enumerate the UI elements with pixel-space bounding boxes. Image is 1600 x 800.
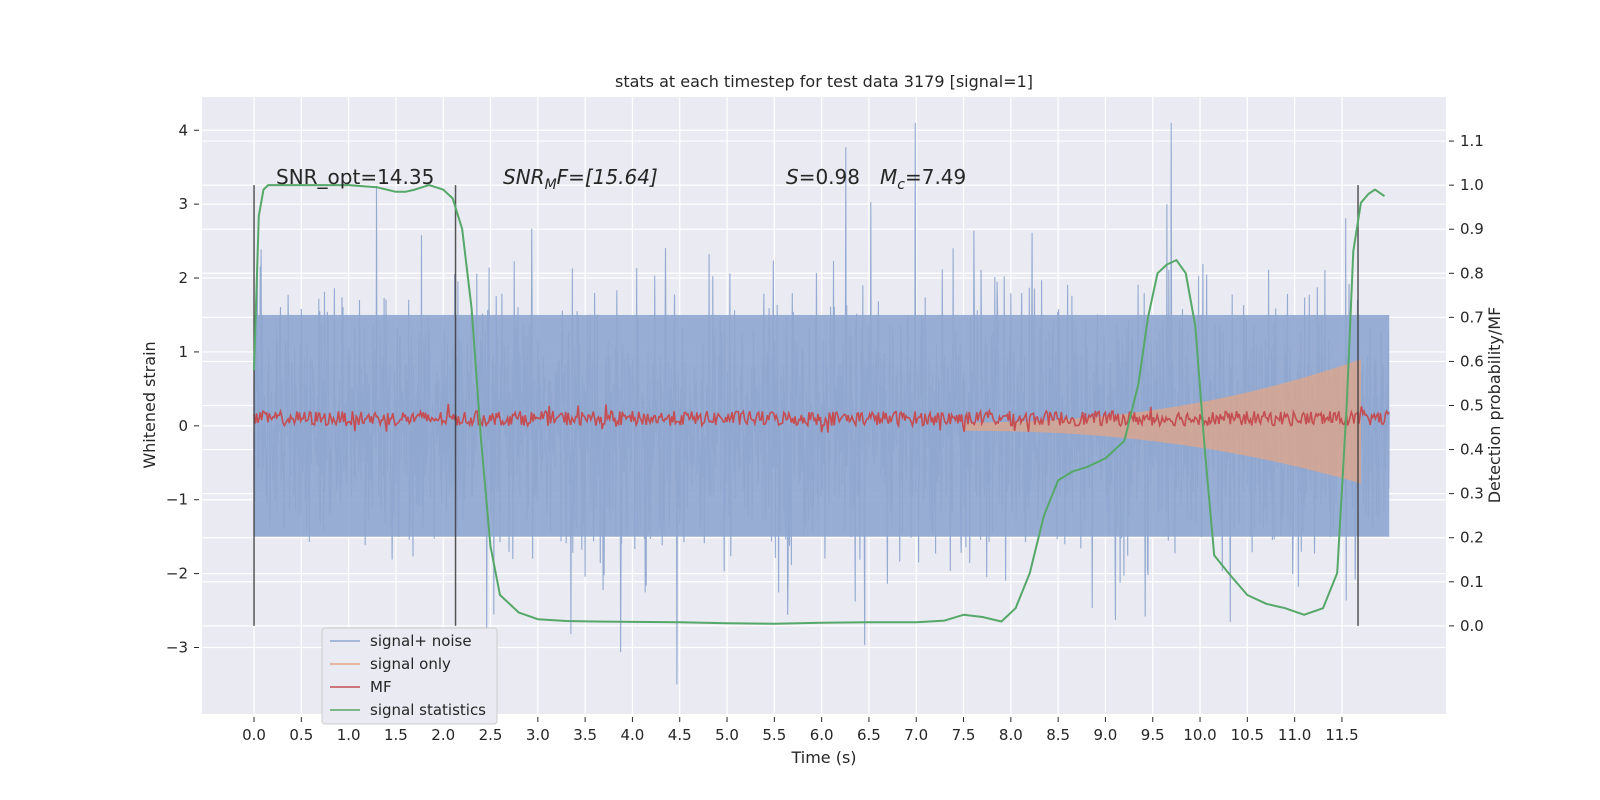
- x-tick-label: 3.5: [573, 726, 597, 744]
- x-tick-label: 0.0: [242, 726, 266, 744]
- y-right-axis-ticks: 1.1 1.0 0.9 0.8 0.7 0.6 0.5 0.4 0.3 0.2 0.1 0.0: [1449, 132, 1484, 635]
- y-left-tick-label: 4: [178, 121, 188, 139]
- annotation-snr-mf: SNRMF=[15.64]: [503, 165, 658, 193]
- x-tick-label: 2.5: [479, 726, 503, 744]
- x-axis-label: Time (s): [790, 748, 856, 767]
- y-left-tick-label: 3: [178, 195, 188, 213]
- y-right-tick-label: 0.3: [1460, 485, 1484, 503]
- snr-mf-rest: F=[15.64]: [557, 165, 658, 189]
- x-tick-label: 5.0: [715, 726, 739, 744]
- y-right-tick-label: 0.2: [1460, 529, 1484, 547]
- x-tick-label: 2.0: [431, 726, 455, 744]
- y-right-tick-label: 0.8: [1460, 264, 1484, 282]
- mf-series: [253, 403, 1390, 433]
- legend-label: signal only: [370, 655, 451, 673]
- legend-item-signal-noise: signal+ noise: [330, 632, 472, 650]
- annotation-snr-opt: SNR_opt=14.35: [276, 165, 434, 189]
- y-right-tick-label: 0.1: [1460, 573, 1484, 591]
- y-left-tick-label: −3: [166, 638, 188, 656]
- y-left-tick-label: 2: [178, 269, 188, 287]
- y-left-tick-label: 1: [178, 343, 188, 361]
- legend-item-signal-only: signal only: [330, 655, 451, 673]
- x-tick-label: 10.5: [1231, 726, 1264, 744]
- x-tick-label: 1.5: [384, 726, 408, 744]
- legend-label: signal+ noise: [370, 632, 472, 650]
- y-left-axis-label: Whitened strain: [140, 341, 159, 468]
- y-right-tick-label: 0.9: [1460, 220, 1484, 238]
- y-left-tick-label: −2: [166, 565, 188, 583]
- mc-base: M: [880, 165, 897, 189]
- x-tick-label: 4.5: [668, 726, 692, 744]
- y-right-tick-label: 0.5: [1460, 397, 1484, 415]
- vertical-markers: [253, 185, 1359, 626]
- s-value: =0.98: [799, 165, 860, 189]
- x-tick-label: 5.5: [762, 726, 786, 744]
- x-tick-label: 10.0: [1183, 726, 1216, 744]
- legend-item-signal-statistics: signal statistics: [330, 701, 486, 719]
- chart-title: stats at each timestep for test data 317…: [615, 72, 1033, 91]
- y-left-axis-ticks: 4 3 2 1 0 −1 −2 −3: [166, 121, 199, 656]
- x-tick-label: 9.5: [1141, 726, 1165, 744]
- annotation-mc: Mc=7.49: [880, 165, 966, 193]
- x-tick-label: 8.5: [1046, 726, 1070, 744]
- x-tick-label: 1.0: [337, 726, 361, 744]
- x-tick-label: 7.5: [952, 726, 976, 744]
- annotation-s: S=0.98: [786, 165, 860, 189]
- legend-box: [321, 627, 498, 725]
- x-axis-ticks: 0.0 0.5 1.0 1.5 2.0 2.5 3.0 3.5 4.0 4.5 5.0 5.5 6.0 6…: [242, 717, 1359, 744]
- y-right-tick-label: 0.0: [1460, 617, 1484, 635]
- signal-statistics-line: [253, 184, 1386, 625]
- x-tick-label: 7.0: [904, 726, 928, 744]
- x-tick-label: 6.0: [810, 726, 834, 744]
- x-tick-label: 11.0: [1278, 726, 1311, 744]
- mf-line: [253, 403, 1390, 433]
- y-left-tick-label: −1: [166, 491, 188, 509]
- signal-only-area: [963, 359, 1361, 484]
- legend-label: MF: [370, 678, 392, 696]
- y-right-tick-label: 0.7: [1460, 308, 1484, 326]
- x-tick-label: 9.0: [1094, 726, 1118, 744]
- x-tick-label: 8.0: [999, 726, 1023, 744]
- y-right-tick-label: 1.0: [1460, 176, 1484, 194]
- snr-mf-sub: M: [545, 177, 557, 193]
- y-right-tick-label: 0.6: [1460, 352, 1484, 370]
- x-tick-label: 4.0: [621, 726, 645, 744]
- x-tick-label: 11.5: [1325, 726, 1358, 744]
- s-base: S: [786, 165, 799, 189]
- signal-only-series: [963, 359, 1361, 484]
- x-tick-label: 0.5: [289, 726, 313, 744]
- legend-label: signal statistics: [370, 701, 486, 719]
- y-right-tick-label: 0.4: [1460, 441, 1484, 459]
- legend: signal+ noise signal only MF signal stat…: [321, 627, 498, 725]
- y-right-axis-label: Detection probability/MF: [1485, 307, 1504, 504]
- mc-value: =7.49: [905, 165, 966, 189]
- snr-mf-base: SNR: [503, 165, 545, 189]
- signal-statistics-series: [253, 184, 1386, 625]
- mc-sub: c: [897, 177, 905, 193]
- y-right-tick-label: 1.1: [1460, 132, 1484, 150]
- y-left-tick-label: 0: [178, 417, 188, 435]
- x-tick-label: 3.0: [526, 726, 550, 744]
- legend-item-mf: MF: [330, 678, 392, 696]
- x-tick-label: 6.5: [857, 726, 881, 744]
